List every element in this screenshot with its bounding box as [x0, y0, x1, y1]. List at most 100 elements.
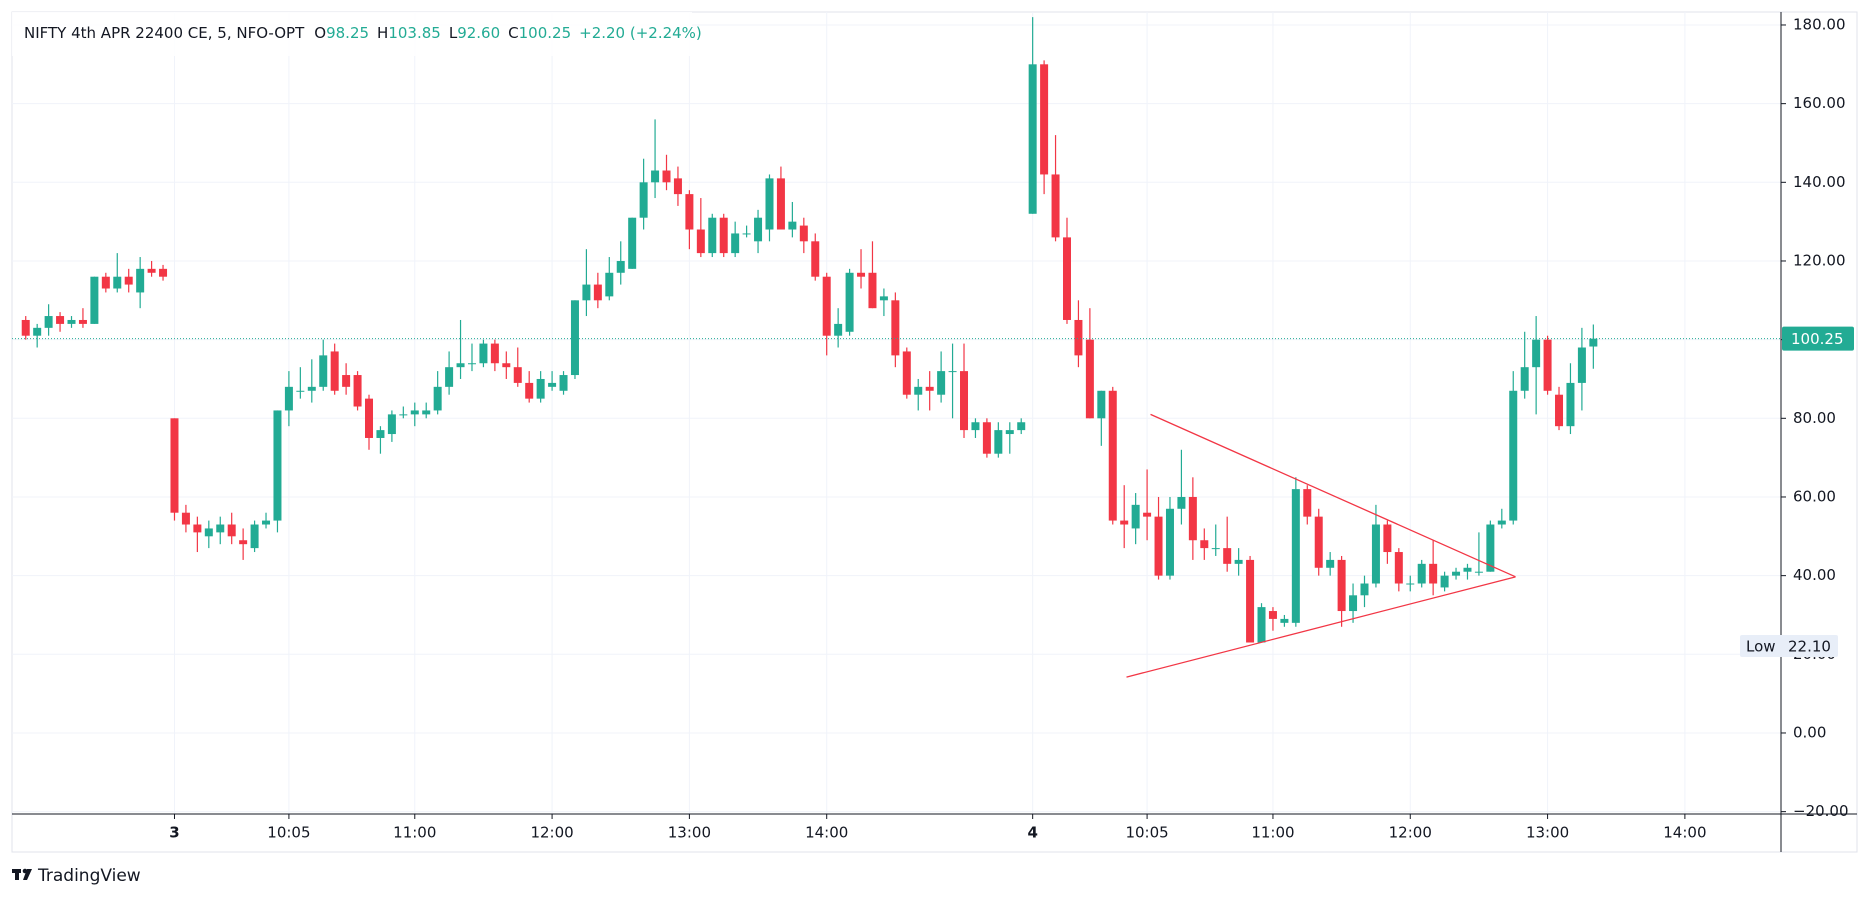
candle-body	[994, 430, 1003, 454]
y-tick-label: 120.00	[1793, 251, 1846, 269]
candle-body	[1589, 338, 1598, 347]
candle-body	[159, 268, 168, 277]
candle-body	[181, 512, 190, 525]
x-tick-label: 12:00	[1389, 824, 1432, 842]
candle-body	[1417, 563, 1426, 584]
candle-body	[765, 178, 774, 230]
legend-value: 92.60	[457, 24, 500, 42]
candle-body	[170, 418, 179, 513]
y-tick-label: 80.00	[1793, 409, 1836, 427]
candle-body	[1097, 390, 1106, 419]
candle-body	[857, 272, 866, 277]
axes: −20.000.0020.0040.0060.0080.00100.00120.…	[169, 15, 1854, 842]
candle-body	[467, 363, 476, 365]
candle-body	[1211, 548, 1220, 550]
candle-body	[433, 386, 442, 411]
candle-body	[1005, 430, 1014, 435]
candle-body	[1131, 504, 1140, 529]
candle-body	[570, 300, 579, 376]
candle-body	[284, 386, 293, 411]
candle-body	[227, 524, 236, 537]
candle-body	[101, 276, 110, 289]
candle-body	[879, 296, 888, 301]
candle-body	[1108, 390, 1117, 521]
candle-body	[616, 260, 625, 273]
candle-body	[1577, 347, 1586, 383]
candle-body	[536, 378, 545, 399]
y-tick-label: 0.00	[1793, 723, 1826, 741]
candle-body	[204, 528, 213, 537]
candle-body	[90, 276, 99, 324]
candle-body	[708, 217, 717, 254]
brand: TradingView	[37, 866, 141, 886]
candle-body	[1154, 516, 1163, 576]
candle-body	[1143, 512, 1152, 517]
candle-body	[1452, 571, 1461, 576]
candle-body	[605, 272, 614, 297]
x-tick-label: 13:00	[668, 824, 711, 842]
candle-body	[124, 276, 133, 285]
x-tick-label: 14:00	[1663, 824, 1706, 842]
candle-body	[21, 319, 30, 336]
candle-body	[1280, 618, 1289, 623]
candle-body	[731, 233, 740, 254]
legend-value: 103.85	[388, 24, 441, 42]
x-tick-label: 12:00	[530, 824, 573, 842]
legend-key: O	[314, 24, 326, 42]
candle-body	[685, 194, 694, 230]
x-tick-label: 10:05	[267, 824, 310, 842]
candle-body	[44, 316, 53, 328]
candle-body	[1394, 552, 1403, 584]
candle-body	[1566, 382, 1575, 427]
legend-value: 100.25	[519, 24, 572, 42]
candle-body	[1085, 339, 1094, 419]
candle-body	[1291, 489, 1300, 623]
candle-body	[319, 355, 328, 387]
candle-body	[1223, 548, 1232, 564]
y-tick-label: 180.00	[1793, 15, 1846, 33]
candle-body	[1200, 540, 1209, 549]
candle-body	[1497, 520, 1506, 525]
low-badge	[1740, 635, 1838, 658]
y-tick-label: −20.00	[1793, 802, 1849, 820]
candle-body	[1257, 607, 1266, 643]
candle-body	[948, 371, 957, 373]
x-tick-label: 13:00	[1526, 824, 1569, 842]
candle-body	[1543, 339, 1552, 391]
candle-body	[513, 367, 522, 383]
y-tick-label: 60.00	[1793, 487, 1836, 505]
candle-body	[1074, 319, 1083, 356]
candle-body	[353, 375, 362, 407]
candle-body	[399, 414, 408, 416]
legend-key: L	[449, 24, 458, 42]
candle-body	[1188, 496, 1197, 541]
candle-body	[1360, 583, 1369, 596]
candle-body	[1268, 611, 1277, 619]
candle-body	[376, 430, 385, 438]
candle-body	[1051, 174, 1060, 238]
candle-body	[1120, 520, 1129, 525]
candle-body	[982, 422, 991, 454]
candle-body	[296, 390, 305, 392]
y-tick-label: 140.00	[1793, 173, 1846, 191]
header-bg	[12, 12, 692, 56]
candle-body	[216, 524, 225, 533]
marks	[12, 17, 1781, 678]
candle-body	[1463, 567, 1472, 572]
candle-body	[525, 382, 534, 399]
candle-body	[33, 327, 42, 336]
candle-body	[1371, 524, 1380, 584]
candle-body	[1509, 390, 1518, 521]
candle-body	[1383, 524, 1392, 553]
candle-body	[1532, 339, 1541, 368]
change: +2.20 (+2.24%)	[579, 24, 702, 42]
candle-body	[742, 233, 751, 235]
candle-body	[1486, 524, 1495, 572]
candle-body	[651, 170, 660, 183]
candle-body	[1474, 571, 1483, 573]
candle-body	[1440, 575, 1449, 588]
symbol: NIFTY 4th APR 22400 CE, 5, NFO-OPT	[24, 24, 305, 42]
candle-body	[776, 178, 785, 230]
candle-body	[902, 351, 911, 395]
